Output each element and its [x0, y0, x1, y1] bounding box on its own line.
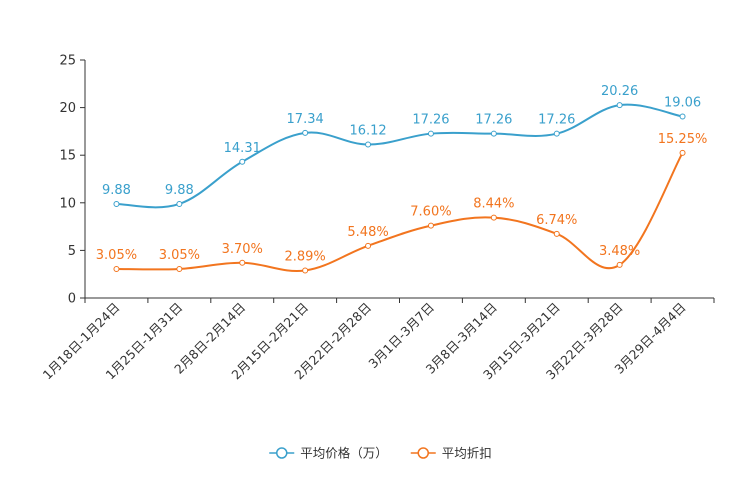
- data-point[interactable]: [302, 129, 309, 136]
- data-point[interactable]: [427, 222, 434, 229]
- series-layer: [113, 102, 686, 274]
- data-point[interactable]: [553, 230, 560, 237]
- data-point[interactable]: [239, 158, 246, 165]
- data-label: 3.05%: [159, 248, 200, 263]
- legend-marker-icon: [276, 447, 288, 459]
- legend-item-avg-discount[interactable]: 平均折扣: [410, 446, 492, 461]
- data-point[interactable]: [302, 267, 309, 274]
- series-line-avg-discount: [116, 152, 684, 273]
- y-tick-label: 15: [59, 149, 76, 164]
- data-label-layer: 9.88 9.88 14.31 17.34 16.12 17.26 17.26 17.26 20…: [96, 84, 708, 264]
- data-point[interactable]: [679, 113, 686, 120]
- y-tick-label: 0: [68, 292, 76, 307]
- x-tick-label: 3月1日-3月7日: [365, 300, 437, 372]
- data-label: 14.31: [224, 141, 261, 156]
- data-label: 2.89%: [284, 249, 325, 264]
- data-label: 9.88: [102, 183, 131, 198]
- data-point[interactable]: [113, 200, 120, 207]
- data-point[interactable]: [490, 214, 497, 221]
- data-label: 19.06: [664, 96, 701, 111]
- data-point[interactable]: [553, 130, 560, 137]
- data-label: 3.48%: [599, 244, 640, 259]
- legend[interactable]: 平均价格（万） 平均折扣: [269, 446, 492, 461]
- y-tick-label: 25: [59, 54, 76, 69]
- data-point[interactable]: [679, 149, 686, 156]
- legend-marker-icon: [417, 447, 429, 459]
- data-label: 3.05%: [96, 248, 137, 263]
- data-point[interactable]: [365, 141, 372, 148]
- data-label: 7.60%: [410, 205, 451, 220]
- data-label: 15.25%: [658, 132, 708, 147]
- y-tick-label: 10: [59, 196, 76, 211]
- data-label: 20.26: [601, 84, 638, 99]
- data-point[interactable]: [176, 265, 183, 272]
- data-label: 9.88: [165, 183, 194, 198]
- data-point[interactable]: [616, 261, 623, 268]
- y-tick-label: 5: [68, 244, 76, 259]
- data-label: 5.48%: [347, 225, 388, 240]
- data-label: 17.26: [475, 113, 512, 128]
- data-point[interactable]: [616, 102, 623, 109]
- data-point[interactable]: [490, 130, 497, 137]
- data-label: 17.26: [538, 113, 575, 128]
- data-label: 8.44%: [473, 197, 514, 212]
- y-tick-label: 20: [59, 101, 76, 116]
- data-label: 17.26: [412, 113, 449, 128]
- data-point[interactable]: [176, 200, 183, 207]
- data-label: 16.12: [349, 124, 386, 139]
- legend-label: 平均折扣: [442, 446, 492, 461]
- data-point[interactable]: [113, 265, 120, 272]
- legend-label: 平均价格（万）: [300, 446, 388, 461]
- data-point[interactable]: [427, 130, 434, 137]
- series-line-avg-price: [116, 103, 683, 209]
- data-label: 17.34: [287, 112, 324, 127]
- data-label: 3.70%: [222, 242, 263, 257]
- axes-layer: 05101520251月18日-1月24日1月25日-1月31日2月8日-2月1…: [40, 54, 715, 382]
- data-point[interactable]: [239, 259, 246, 266]
- legend-item-avg-price[interactable]: 平均价格（万）: [269, 446, 388, 461]
- data-point[interactable]: [365, 242, 372, 249]
- data-label: 6.74%: [536, 213, 577, 228]
